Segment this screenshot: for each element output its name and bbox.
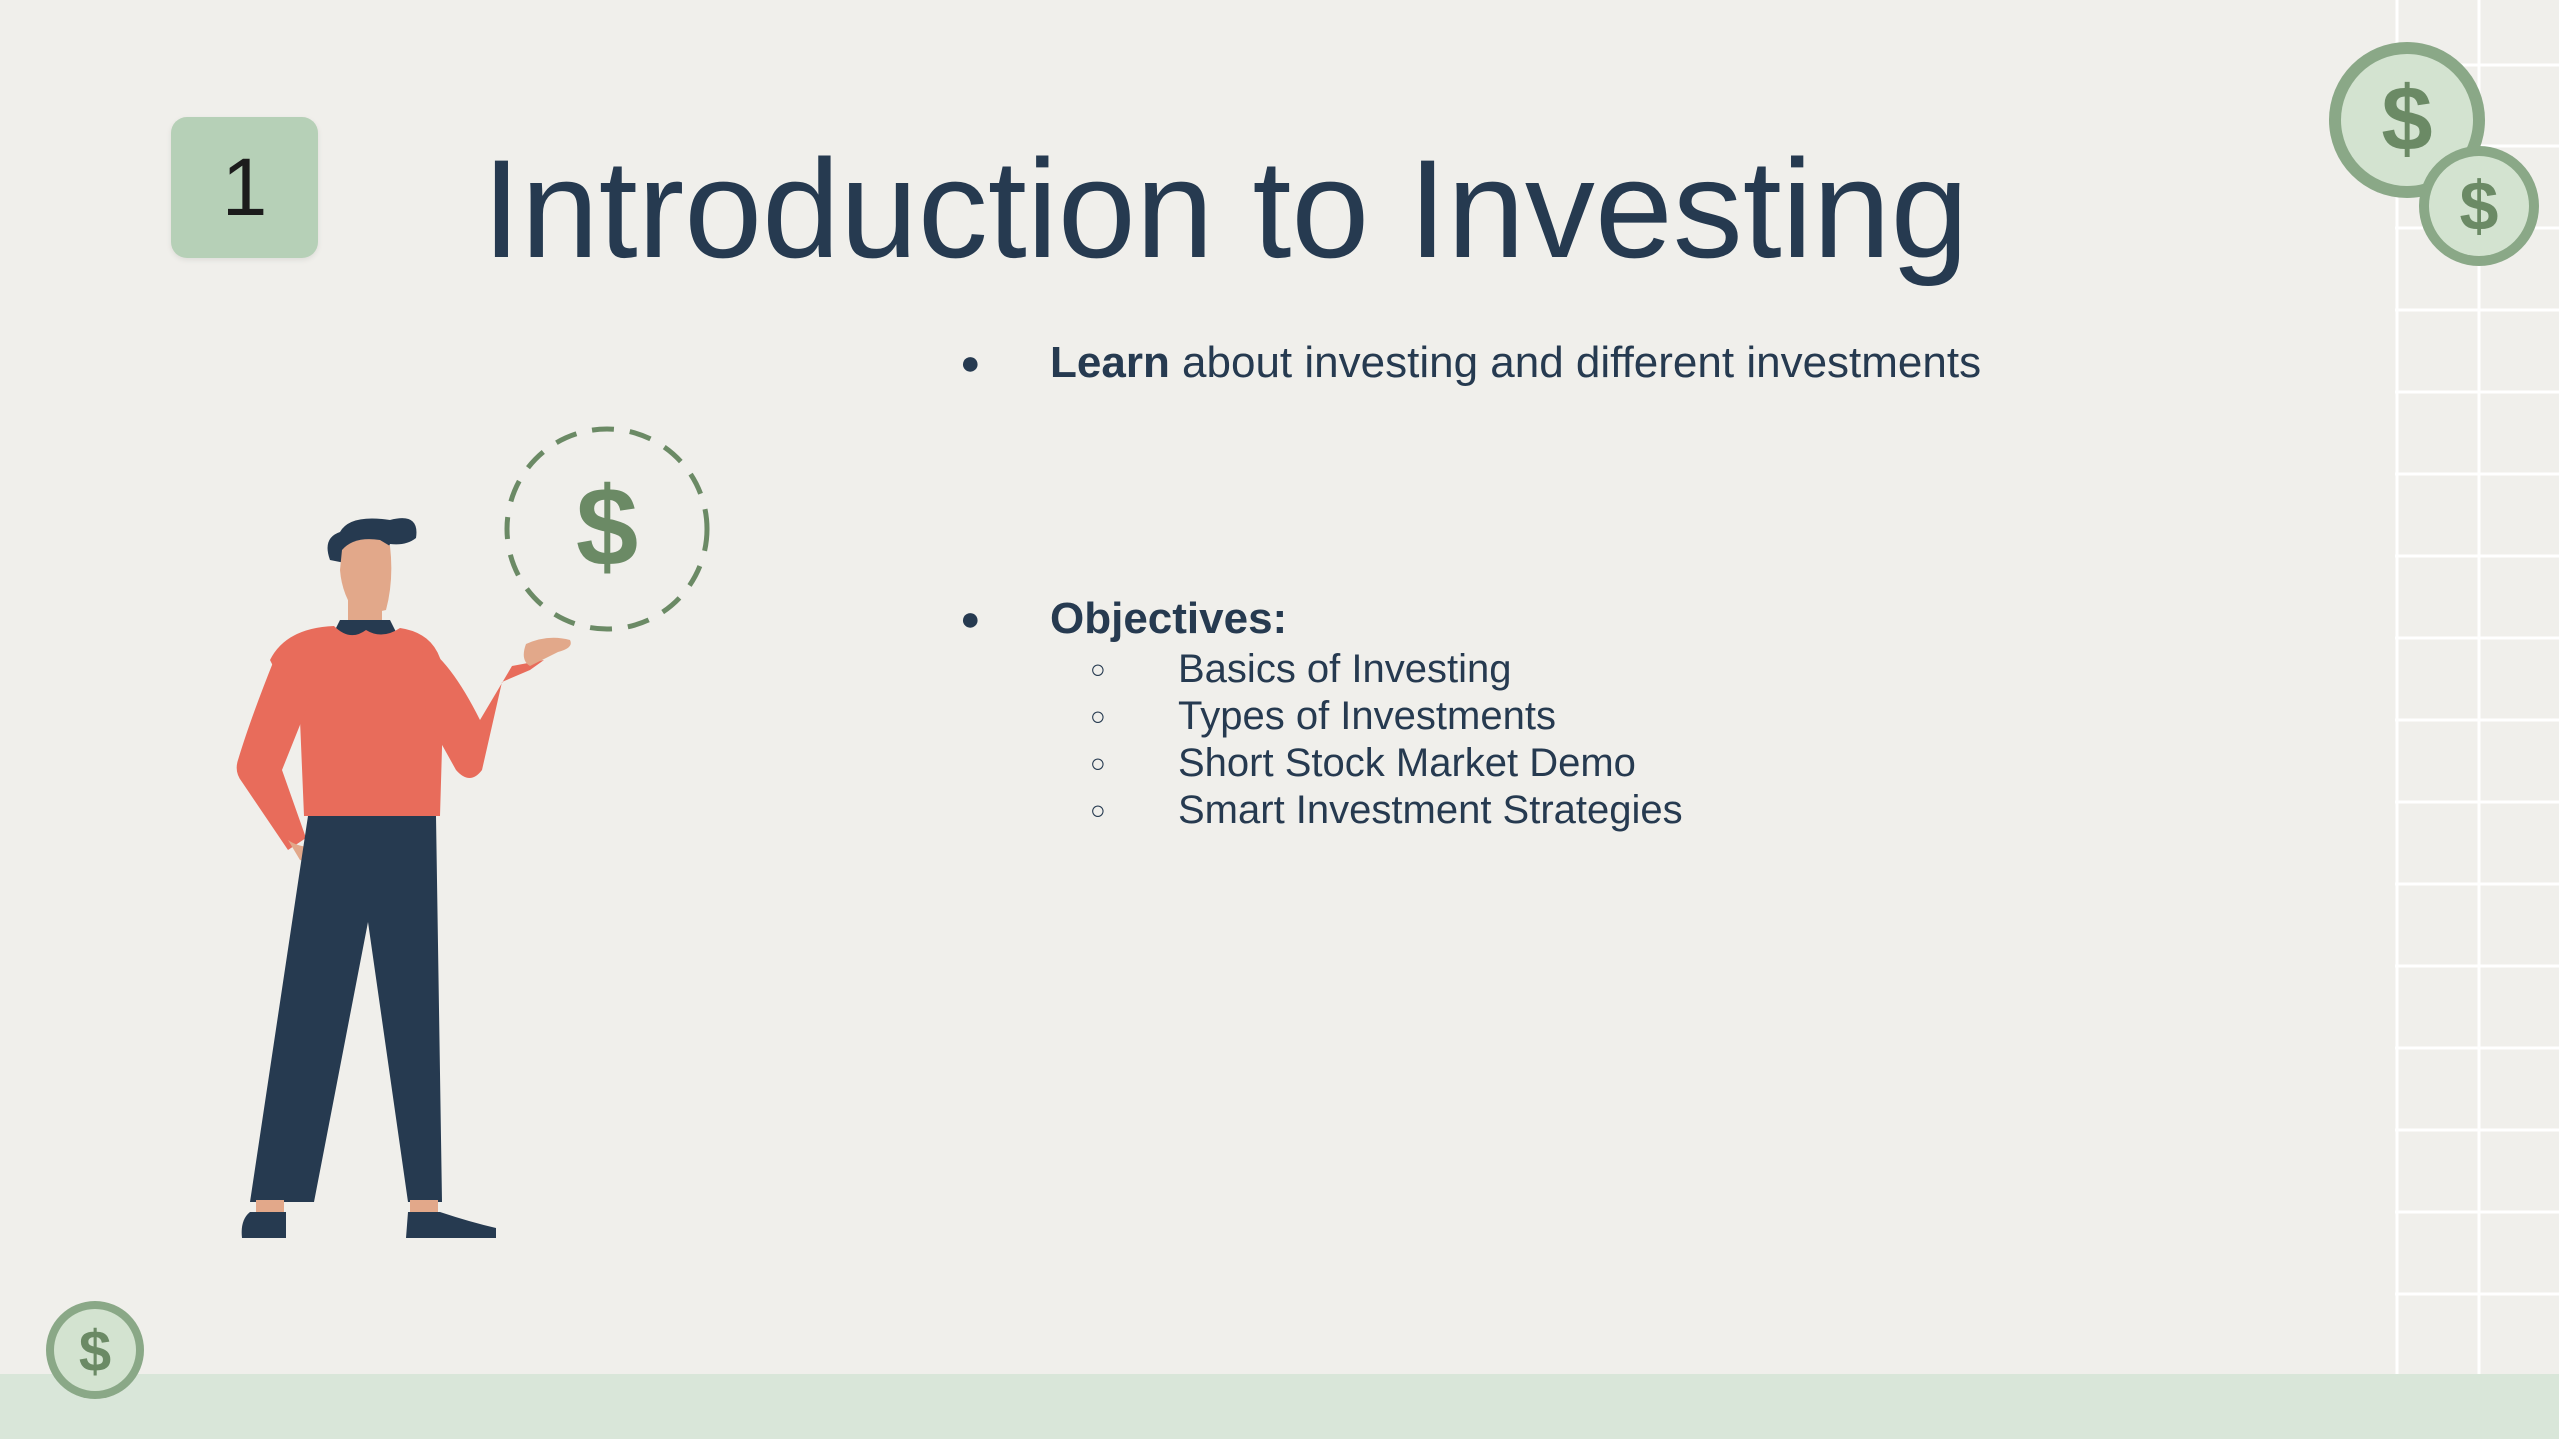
slide-title: Introduction to Investing — [482, 130, 1969, 287]
coin-dollar-glyph: $ — [79, 1319, 111, 1384]
objective-text: Short Stock Market Demo — [1178, 741, 1636, 785]
dashed-dollar-icon: $ — [504, 426, 710, 632]
dollar-coin-small-icon: $ — [2419, 146, 2539, 266]
bottom-band — [0, 1374, 2559, 1439]
list-item: ○ Basics of Investing — [1090, 646, 1683, 693]
bullet-learn: ● Learn about investing and different in… — [960, 338, 1981, 388]
dashed-dollar-glyph: $ — [576, 464, 638, 589]
objective-text: Types of Investments — [1178, 694, 1556, 738]
objective-text: Smart Investment Strategies — [1178, 788, 1683, 832]
person-illustration — [236, 518, 571, 1238]
list-item: ○ Short Stock Market Demo — [1090, 740, 1683, 787]
bullet-rest-text: about investing and different investment… — [1169, 338, 1982, 387]
bullet-icon: ● — [960, 600, 981, 638]
list-item: ○ Smart Investment Strategies — [1090, 787, 1683, 834]
objectives-list: ○ Basics of Investing ○ Types of Investmen… — [1090, 646, 1683, 834]
bullet-text: Learn about investing and different inve… — [1050, 338, 1981, 388]
objective-text: Basics of Investing — [1178, 647, 1512, 691]
bullet-objectives: ● Objectives: — [960, 594, 1287, 644]
bullet-icon: ● — [960, 344, 981, 382]
bullet-bold-text: Objectives: — [1050, 594, 1288, 643]
coin-dollar-glyph: $ — [2381, 68, 2432, 170]
coin-dollar-glyph: $ — [2460, 167, 2499, 245]
sub-bullet-icon: ○ — [1090, 654, 1106, 684]
sub-bullet-icon: ○ — [1090, 748, 1106, 778]
list-item: ○ Types of Investments — [1090, 693, 1683, 740]
slide-number-badge: 1 — [171, 117, 318, 258]
sub-bullet-icon: ○ — [1090, 795, 1106, 825]
sub-bullet-icon: ○ — [1090, 701, 1106, 731]
bullet-bold-text: Learn — [1050, 338, 1170, 387]
dollar-coin-bottom-icon: $ — [46, 1301, 144, 1399]
